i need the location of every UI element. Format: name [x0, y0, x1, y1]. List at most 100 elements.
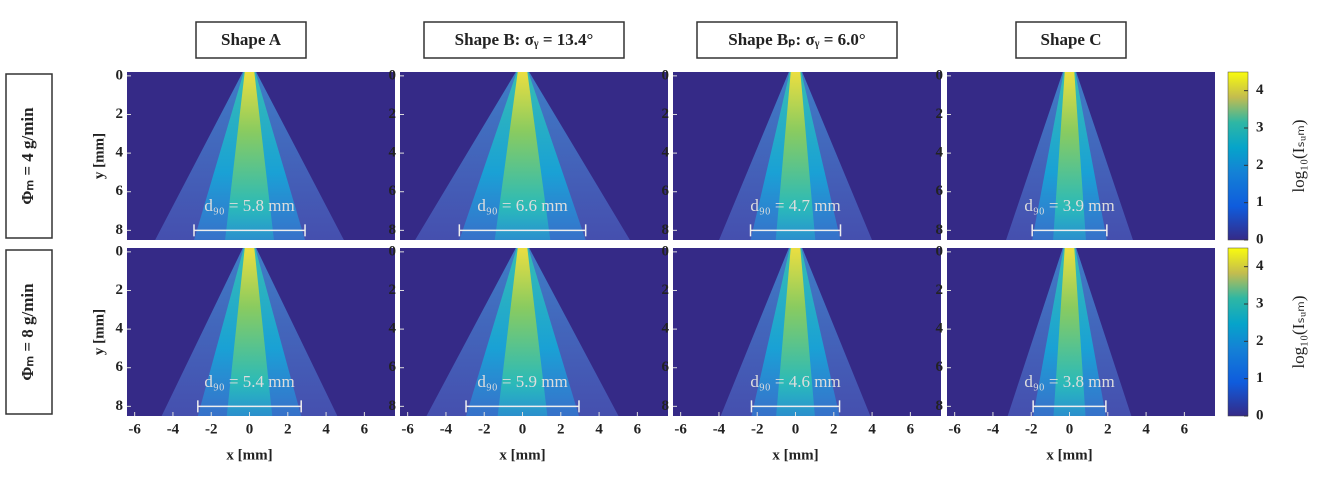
x-tick-label: 2	[1104, 421, 1112, 437]
page: Shape A Shape B: σᵧ = 13.4° Shape Bₚ: σᵧ =…	[0, 0, 1332, 481]
x-tick-label: 6	[907, 421, 915, 437]
d90-label: d₉₀ = 5.4 mm	[204, 372, 294, 391]
y-tick-label: 8	[936, 222, 944, 238]
y-tick-label: 0	[116, 67, 124, 83]
d90-label: d₉₀ = 4.7 mm	[750, 196, 840, 215]
panel: d₉₀ = 4.7 mm 0 2 4 6 8	[662, 67, 942, 240]
y-tick-label: 2	[662, 282, 670, 298]
row-title: Φₘ = 8 g/min	[18, 283, 37, 381]
y-tick-label: 6	[389, 359, 397, 375]
colorbar-label: log₁₀(Iₛᵤₘ)	[1289, 119, 1308, 192]
y-tick-label: 0	[662, 243, 670, 259]
column-title: Shape B: σᵧ = 13.4°	[455, 30, 594, 49]
y-tick-label: 8	[662, 222, 670, 238]
x-tick-label: -2	[205, 421, 218, 437]
d90-label: d₉₀ = 3.8 mm	[1024, 372, 1114, 391]
figure: Shape A Shape B: σᵧ = 13.4° Shape Bₚ: σᵧ =…	[0, 0, 1332, 481]
panel: d₉₀ = 3.9 mm 0 2 4 6 8	[936, 67, 1216, 240]
y-tick-label: 4	[936, 145, 944, 161]
y-tick-label: 6	[662, 359, 670, 375]
panel: d₉₀ = 6.6 mm 0 2 4 6 8	[389, 67, 669, 240]
colorbar	[1228, 72, 1248, 240]
x-tick-label: 2	[557, 421, 565, 437]
colorbar-tick-label: 1	[1256, 370, 1264, 386]
x-tick-label: -4	[167, 421, 180, 437]
y-axis-label: y [mm]	[91, 133, 107, 179]
y-tick-label: 6	[936, 183, 944, 199]
d90-label: d₉₀ = 6.6 mm	[477, 196, 567, 215]
y-tick-label: 0	[389, 243, 397, 259]
y-tick-label: 0	[662, 67, 670, 83]
y-tick-label: 6	[116, 183, 124, 199]
colorbar-tick-label: 0	[1256, 231, 1264, 247]
d90-label: d₉₀ = 4.6 mm	[750, 372, 840, 391]
y-tick-label: 6	[116, 359, 124, 375]
y-tick-label: 2	[936, 106, 944, 122]
colorbar-tick-label: 3	[1256, 119, 1264, 135]
x-tick-label: 0	[246, 421, 254, 437]
colorbar-tick-label: 4	[1256, 82, 1264, 98]
y-tick-label: 8	[662, 398, 670, 414]
column-title: Shape Bₚ: σᵧ = 6.0°	[728, 30, 865, 49]
x-tick-label: -4	[440, 421, 453, 437]
panel: d₉₀ = 5.4 mm 0 2 4 6 8 y [mm] -6 -4 -2 0 2 4 6 x [mm]	[91, 243, 395, 463]
colorbar-tick-label: 2	[1256, 157, 1264, 173]
x-tick-label: 4	[322, 421, 330, 437]
d90-label: d₉₀ = 5.9 mm	[477, 372, 567, 391]
x-tick-label: -2	[1025, 421, 1038, 437]
y-tick-label: 6	[662, 183, 670, 199]
row-title: Φₘ = 4 g/min	[18, 107, 37, 205]
y-tick-label: 8	[936, 398, 944, 414]
y-tick-label: 6	[389, 183, 397, 199]
y-tick-label: 2	[936, 282, 944, 298]
x-tick-label: 2	[830, 421, 838, 437]
column-title: Shape C	[1041, 30, 1102, 49]
x-tick-label: 0	[1066, 421, 1074, 437]
x-axis-label: x [mm]	[226, 447, 272, 463]
y-tick-label: 2	[389, 106, 397, 122]
y-tick-label: 4	[116, 145, 124, 161]
x-tick-label: 0	[519, 421, 527, 437]
y-tick-label: 8	[389, 398, 397, 414]
x-tick-label: 4	[868, 421, 876, 437]
colorbar-label: log₁₀(Iₛᵤₘ)	[1289, 295, 1308, 368]
x-tick-label: -4	[713, 421, 726, 437]
x-tick-label: 4	[595, 421, 603, 437]
colorbar	[1228, 248, 1248, 416]
x-tick-label: 4	[1142, 421, 1150, 437]
d90-label: d₉₀ = 5.8 mm	[204, 196, 294, 215]
x-tick-label: -6	[674, 421, 687, 437]
x-tick-label: 0	[792, 421, 800, 437]
y-tick-label: 4	[662, 321, 670, 337]
y-tick-label: 0	[936, 243, 944, 259]
x-axis-label: x [mm]	[1046, 447, 1092, 463]
x-tick-label: -2	[478, 421, 491, 437]
x-tick-label: -6	[948, 421, 961, 437]
x-tick-label: 6	[1181, 421, 1189, 437]
x-tick-label: 6	[634, 421, 642, 437]
y-axis-label: y [mm]	[91, 309, 107, 355]
y-tick-label: 8	[389, 222, 397, 238]
y-tick-label: 6	[936, 359, 944, 375]
y-tick-label: 8	[116, 222, 124, 238]
y-tick-label: 0	[936, 67, 944, 83]
y-tick-label: 2	[662, 106, 670, 122]
y-tick-label: 2	[389, 282, 397, 298]
x-axis-label: x [mm]	[499, 447, 545, 463]
x-tick-label: -6	[401, 421, 414, 437]
x-tick-label: -2	[751, 421, 764, 437]
y-tick-label: 2	[116, 282, 124, 298]
y-tick-label: 4	[389, 321, 397, 337]
y-tick-label: 4	[389, 145, 397, 161]
d90-label: d₉₀ = 3.9 mm	[1024, 196, 1114, 215]
y-tick-label: 8	[116, 398, 124, 414]
colorbar-tick-label: 4	[1256, 258, 1264, 274]
column-title: Shape A	[221, 30, 282, 49]
x-tick-label: -6	[128, 421, 141, 437]
y-tick-label: 0	[116, 243, 124, 259]
x-tick-label: 2	[284, 421, 292, 437]
y-tick-label: 4	[662, 145, 670, 161]
